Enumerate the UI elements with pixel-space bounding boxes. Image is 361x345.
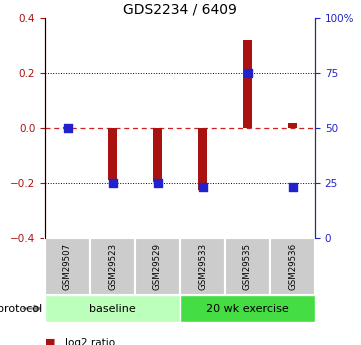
Point [65, 125, 70, 131]
Bar [153, 128, 162, 181]
Text: GSM29523: GSM29523 [108, 243, 117, 290]
Point [245, 70, 251, 76]
Bar [180, 295, 315, 322]
Text: GSM29507: GSM29507 [63, 243, 72, 290]
Text: ■: ■ [45, 337, 56, 345]
Text: protocol: protocol [0, 304, 42, 314]
Bar [288, 122, 296, 128]
Point [110, 180, 116, 186]
Bar [90, 238, 135, 295]
Bar [108, 128, 117, 180]
Bar [64, 127, 71, 128]
Text: log2 ratio: log2 ratio [65, 337, 115, 345]
Title: GDS2234 / 6409: GDS2234 / 6409 [123, 3, 237, 17]
Bar [135, 238, 180, 295]
Point [290, 185, 295, 190]
Bar [270, 238, 315, 295]
Point [155, 180, 160, 186]
Text: baseline: baseline [89, 304, 136, 314]
Bar [199, 128, 206, 190]
Point [200, 185, 205, 190]
Text: GSM29536: GSM29536 [288, 243, 297, 290]
Bar [243, 40, 252, 128]
Text: 20 wk exercise: 20 wk exercise [206, 304, 289, 314]
Bar [180, 238, 225, 295]
Bar [225, 238, 270, 295]
Text: GSM29535: GSM29535 [243, 243, 252, 290]
Bar [45, 238, 90, 295]
Text: GSM29533: GSM29533 [198, 243, 207, 290]
Bar [45, 295, 180, 322]
Text: GSM29529: GSM29529 [153, 243, 162, 290]
